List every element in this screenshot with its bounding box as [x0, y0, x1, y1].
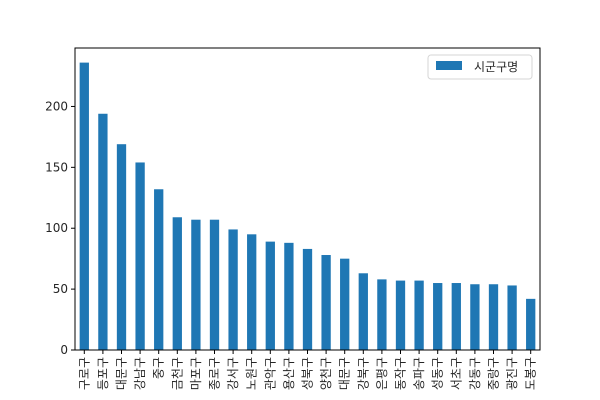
bar: [526, 298, 536, 350]
x-tick-label: 중구: [152, 357, 166, 379]
x-tick-label: 은평구: [375, 357, 389, 390]
x-tick-label: 강서구: [226, 357, 240, 390]
y-axis: 0 50 100 150 200: [45, 99, 75, 357]
bar: [358, 273, 368, 350]
bar: [395, 280, 406, 350]
bar: [488, 284, 499, 350]
x-tick-label: 구로구: [77, 357, 91, 390]
bar: [247, 234, 257, 350]
bar: [135, 162, 145, 350]
x-tick-label: 성북구: [301, 357, 315, 390]
y-tick-label: 150: [45, 160, 68, 174]
x-tick-label: 도봉구: [524, 357, 538, 390]
legend: 시군구명: [427, 54, 533, 80]
x-tick-label: 대문구: [115, 357, 129, 390]
x-tick-label: 강남구: [133, 357, 147, 390]
bar: [209, 219, 220, 350]
x-tick-label: 강동구: [468, 357, 482, 390]
bar: [154, 189, 164, 350]
bar: [414, 280, 424, 350]
x-tick-label: 용산구: [282, 357, 296, 390]
x-tick-label: 종로구: [208, 357, 222, 390]
bar: [116, 144, 127, 350]
x-tick-label: 금천구: [169, 357, 184, 390]
bar: [79, 62, 89, 350]
y-tick-label: 200: [45, 99, 68, 113]
bar: [98, 113, 108, 351]
bar: [191, 219, 201, 350]
x-tick-label: 대문구: [338, 357, 352, 390]
bar: [507, 285, 517, 350]
bar: [284, 242, 294, 350]
plot-frame: [74, 47, 541, 351]
x-tick-label: 강북구: [356, 357, 370, 390]
x-tick-label: 중랑구: [487, 357, 501, 390]
bar: [377, 279, 387, 350]
x-tick-label: 광진구: [505, 357, 519, 390]
x-axis: 구로구 등포구 대문구 강남구 중구 금천구 마포구 종로구 강서구 노원구 관악구 용산구 성북구 양천…: [77, 350, 538, 390]
y-tick-label: 100: [45, 221, 68, 235]
bar: [340, 258, 350, 350]
x-tick-label: 노원구: [245, 357, 259, 390]
legend-swatch: [436, 61, 462, 70]
x-tick-label: 송파구: [412, 357, 426, 390]
x-tick-label: 마포구: [189, 357, 203, 390]
x-tick-label: 서초구: [449, 357, 463, 390]
bars-group: [79, 62, 536, 351]
bar: [451, 283, 461, 350]
x-tick-label: 동작구: [394, 357, 408, 390]
x-tick-label: 등포구: [96, 357, 110, 390]
bar: [265, 241, 275, 350]
bar: [321, 255, 331, 350]
bar: [433, 283, 443, 350]
y-tick-label: 0: [60, 343, 68, 357]
legend-label: 시군구명: [474, 60, 518, 74]
bar: [470, 284, 480, 350]
x-tick-label: 양천구: [318, 357, 333, 390]
x-tick-label: 관악구: [263, 357, 277, 390]
bar: [302, 248, 313, 350]
bar: [172, 217, 182, 350]
y-tick-label: 50: [53, 282, 68, 296]
bar: [228, 229, 238, 350]
x-tick-label: 성동구: [431, 357, 445, 390]
